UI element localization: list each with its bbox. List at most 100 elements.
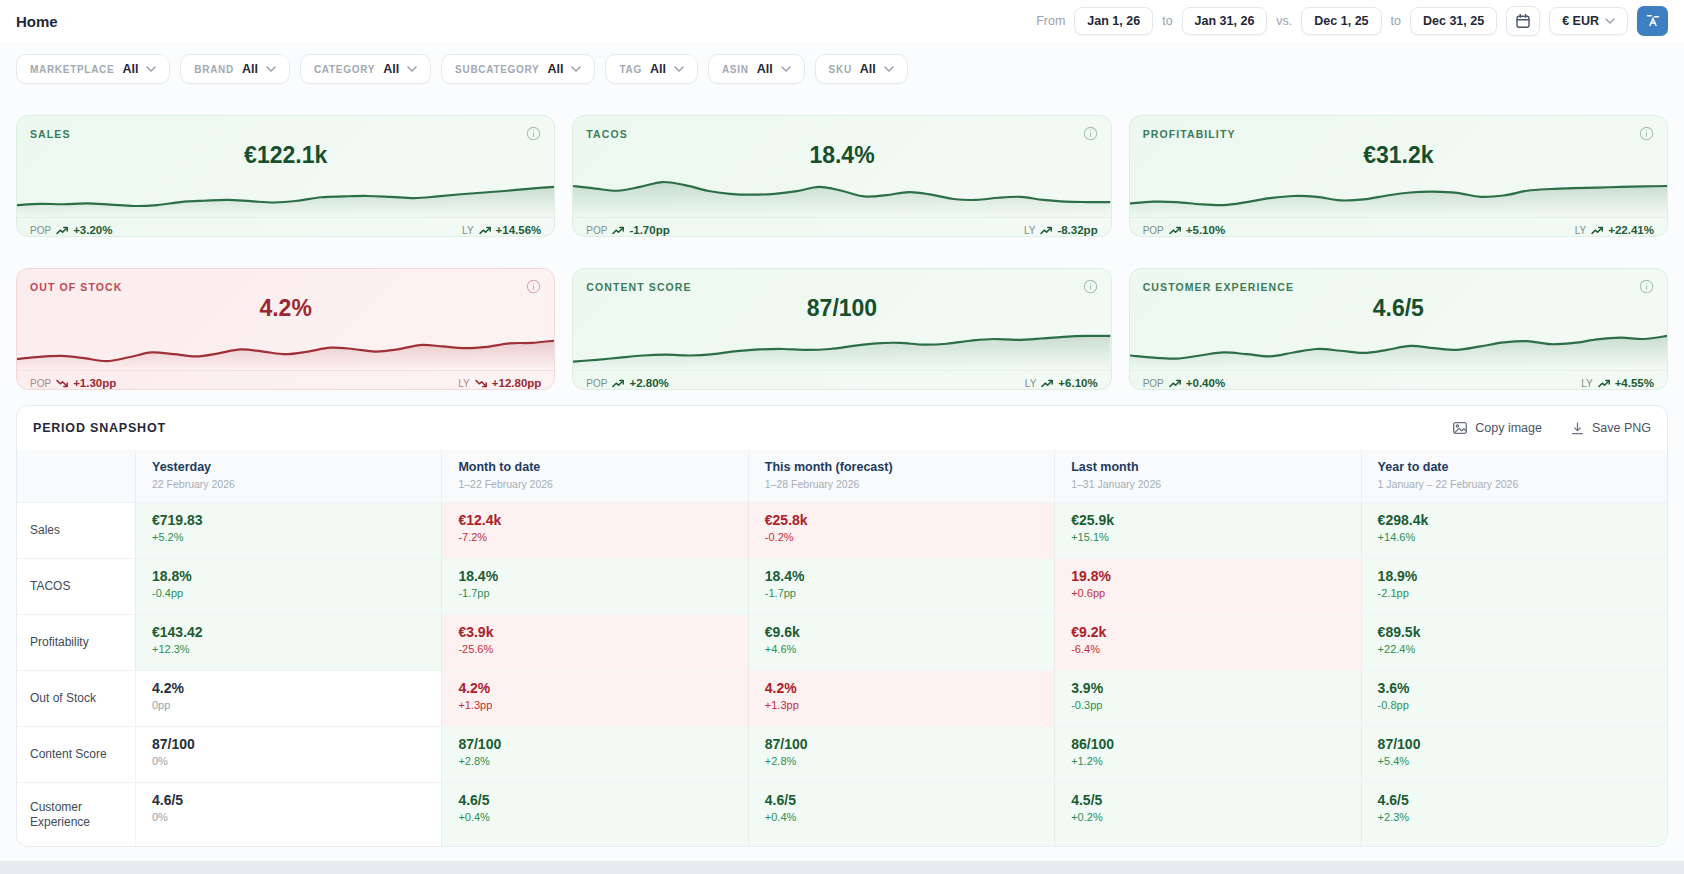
table-cell: 4.2%0pp	[135, 670, 441, 726]
pop-value: +1.30pp	[73, 377, 116, 389]
filter-value: All	[383, 62, 399, 76]
pop-metric: POP+2.80%	[586, 377, 668, 389]
table-cell: 87/1000%	[135, 726, 441, 782]
filter-label: BRAND	[194, 64, 234, 75]
download-icon	[1570, 421, 1585, 436]
info-icon[interactable]	[1083, 279, 1098, 294]
trend-down-icon	[56, 379, 69, 388]
filter-label: ASIN	[722, 64, 749, 75]
table-cell: 4.6/5+0.4%	[748, 782, 1054, 846]
ly-metric: LY+6.10%	[1025, 377, 1098, 389]
filter-label: SUBCATEGORY	[455, 64, 539, 75]
trend-up-icon	[612, 379, 625, 388]
table-cell: 3.9%-0.3pp	[1054, 670, 1360, 726]
kpi-card-value: 4.2%	[17, 295, 554, 322]
table-cell: 86/100+1.2%	[1054, 726, 1360, 782]
info-icon[interactable]	[526, 279, 541, 294]
filter-bar: MARKETPLACEAllBRANDAllCATEGORYAllSUBCATE…	[0, 42, 1684, 84]
table-cell: 87/100+2.8%	[441, 726, 747, 782]
table-cell: €3.9k-25.6%	[441, 614, 747, 670]
kpi-card-value: €31.2k	[1130, 142, 1667, 169]
save-png-button[interactable]: Save PNG	[1570, 420, 1651, 436]
table-cell: 18.8%-0.4pp	[135, 558, 441, 614]
chevron-down-icon	[674, 66, 684, 72]
calendar-icon	[1515, 13, 1531, 29]
col-header-last-month: Last month1–31 January 2026	[1054, 450, 1360, 502]
pop-metric: POP+0.40%	[1143, 377, 1225, 389]
pop-value: +5.10%	[1186, 224, 1225, 236]
snapshot-title: PERIOD SNAPSHOT	[33, 421, 166, 435]
table-cell: 4.5/5+0.2%	[1054, 782, 1360, 846]
pop-value: -1.70pp	[629, 224, 669, 236]
kpi-card-title: CUSTOMER EXPERIENCE	[1143, 281, 1294, 293]
filter-tag[interactable]: TAGAll	[605, 54, 697, 84]
calendar-button[interactable]	[1506, 6, 1540, 36]
col-header-yesterday: Yesterday22 February 2026	[135, 450, 441, 502]
info-icon[interactable]	[1639, 126, 1654, 141]
table-cell: €9.2k-6.4%	[1054, 614, 1360, 670]
trend-up-icon	[1169, 379, 1182, 388]
table-cell: €12.4k-7.2%	[441, 502, 747, 558]
period-end-button[interactable]: Jan 31, 26	[1182, 7, 1268, 35]
table-header-row: Yesterday22 February 2026Month to date1–…	[17, 450, 1667, 502]
metric-row-sales: Sales€719.83+5.2%€12.4k-7.2%€25.8k-0.2%€…	[17, 502, 1667, 558]
kpi-card-title: OUT OF STOCK	[30, 281, 122, 293]
to-label: to	[1162, 14, 1172, 28]
ly-label: LY	[1575, 225, 1587, 236]
row-label: Content Score	[17, 726, 135, 782]
from-label: From	[1036, 14, 1065, 28]
annotate-button[interactable]	[1637, 6, 1668, 36]
trend-up-icon	[1598, 379, 1611, 388]
filter-category[interactable]: CATEGORY All	[300, 54, 431, 84]
filter-value: All	[757, 62, 773, 76]
table-cell: 87/100+5.4%	[1361, 726, 1667, 782]
page-title: Home	[16, 13, 58, 30]
ly-metric: LY+22.41%	[1575, 224, 1654, 236]
ly-value: +4.55%	[1615, 377, 1654, 389]
filter-value: All	[242, 62, 258, 76]
filter-value: All	[547, 62, 563, 76]
kpi-card-value: 4.6/5	[1130, 295, 1667, 322]
currency-value: € EUR	[1562, 14, 1599, 28]
sparkline-chart	[1130, 169, 1667, 217]
compare-start-button[interactable]: Dec 1, 25	[1301, 7, 1381, 35]
ly-metric: LY +14.56%	[462, 224, 541, 236]
col-header-blank	[17, 450, 135, 502]
vs-label: vs.	[1276, 14, 1292, 28]
kpi-card-out-of-stock: OUT OF STOCK4.2% POP+1.30ppLY+12.80pp	[16, 268, 555, 390]
compare-end-button[interactable]: Dec 31, 25	[1410, 7, 1497, 35]
kpi-card-title: TACOS	[586, 128, 627, 140]
table-cell: 4.6/5+2.3%	[1361, 782, 1667, 846]
period-snapshot-panel: PERIOD SNAPSHOT Copy image Save PNG Yest…	[16, 405, 1668, 847]
info-icon[interactable]	[526, 126, 541, 141]
ly-value: +14.56%	[496, 224, 542, 236]
text-label-icon	[1645, 12, 1661, 31]
filter-label: SKU	[829, 64, 852, 75]
metric-row-profitability: Profitability€143.42+12.3%€3.9k-25.6%€9.…	[17, 614, 1667, 670]
table-cell: €25.8k-0.2%	[748, 502, 1054, 558]
filter-asin[interactable]: ASIN All	[708, 54, 805, 84]
table-cell: 19.8%+0.6pp	[1054, 558, 1360, 614]
info-icon[interactable]	[1639, 279, 1654, 294]
row-label: Sales	[17, 502, 135, 558]
filter-marketplace[interactable]: MARKETPLACEAll	[16, 54, 170, 84]
kpi-card-customer-experience: CUSTOMER EXPERIENCE4.6/5 POP+0.40%LY+4.5…	[1129, 268, 1668, 390]
ly-label: LY	[462, 225, 474, 236]
filter-label: CATEGORY	[314, 64, 375, 75]
filter-label: TAG	[619, 64, 641, 75]
period-start-button[interactable]: Jan 1, 26	[1074, 7, 1153, 35]
col-header-this-month-forecast: This month (forecast)1–28 February 2026	[748, 450, 1054, 502]
filter-brand[interactable]: BRAND All	[180, 54, 290, 84]
sparkline-chart	[573, 322, 1110, 370]
filter-subcategory[interactable]: SUBCATEGORY All	[441, 54, 595, 84]
row-label: Out of Stock	[17, 670, 135, 726]
date-range-controls: From Jan 1, 26 to Jan 31, 26 vs. Dec 1, …	[1036, 6, 1668, 36]
currency-selector[interactable]: € EUR	[1549, 7, 1628, 35]
filter-sku[interactable]: SKUAll	[815, 54, 908, 84]
table-cell: 3.6%-0.8pp	[1361, 670, 1667, 726]
info-icon[interactable]	[1083, 126, 1098, 141]
chevron-down-icon	[146, 66, 156, 72]
copy-image-button[interactable]: Copy image	[1452, 420, 1542, 436]
kpi-card-grid: SALES€122.1k POP+3.20%LY+14.56%TACOS18.4…	[0, 84, 1684, 390]
kpi-card-value: €122.1k	[17, 142, 554, 169]
